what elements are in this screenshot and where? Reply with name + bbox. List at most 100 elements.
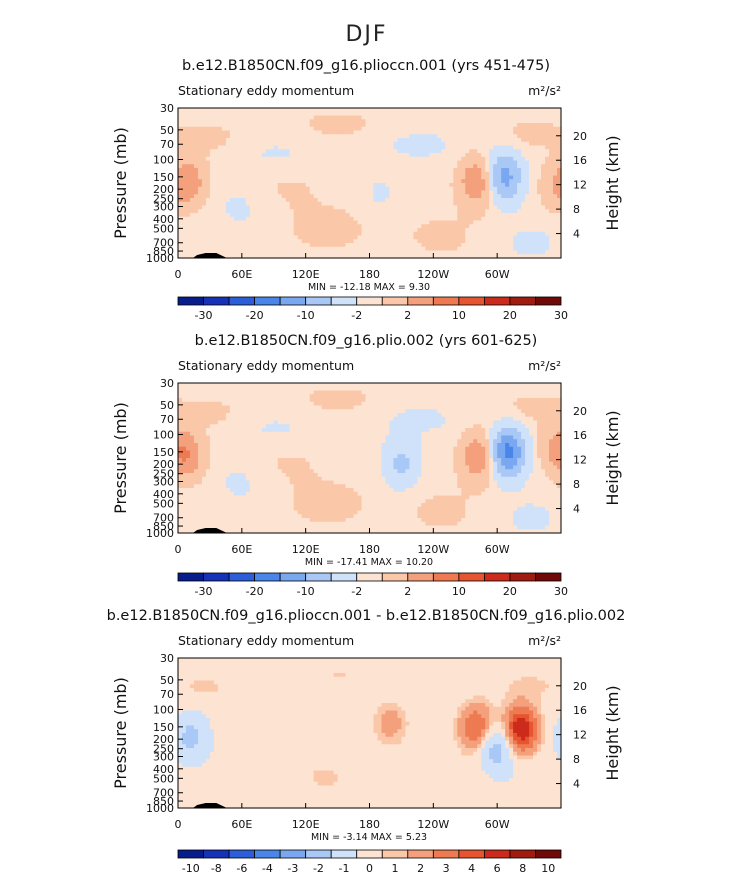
field-cell [193,111,199,117]
field-cell [225,228,231,233]
field-cell [273,141,279,147]
field-cell [357,119,363,124]
field-cell [517,228,522,233]
field-cell [461,405,466,410]
field-cell [193,201,199,207]
field-cell [453,224,458,229]
field-cell [317,179,323,184]
field-cell [473,123,478,128]
field-cell [205,413,211,418]
field-cell [549,420,554,425]
field-cell [497,246,502,252]
field-cell [501,416,506,422]
field-cell [305,153,311,158]
field-cell [401,108,407,113]
field-cell [217,111,223,117]
field-cell [217,224,223,229]
field-cell [333,149,339,154]
field-cell [233,239,239,244]
field-cell [381,160,387,165]
field-cell [433,235,438,240]
field-cell [369,186,375,192]
field-cell [265,134,271,139]
field-cell [433,164,438,169]
field-cell [201,239,207,244]
field-cell [305,216,311,222]
field-cell [253,164,259,169]
field-cell [401,164,407,169]
field-cell [329,205,335,210]
field-cell [485,186,490,192]
field-cell [409,246,414,252]
field-cell [549,164,554,169]
field-cell [517,156,522,162]
field-cell [301,398,307,403]
field-cell [545,401,550,407]
field-cell [285,401,291,407]
field-cell [525,231,530,237]
field-cell [205,194,211,199]
field-cell [313,231,319,237]
field-cell [217,394,223,399]
field-cell [353,160,359,165]
field-cell [213,156,219,162]
field-cell [245,183,251,188]
field-cell [349,409,355,414]
field-cell [353,190,359,195]
field-cell [373,235,379,240]
field-cell [545,171,550,177]
field-cell [341,224,347,229]
field-cell [233,198,239,203]
field-cell [525,246,530,252]
field-cell [317,111,323,117]
field-cell [329,398,335,403]
field-cell [497,153,502,158]
field-cell [393,386,399,392]
field-cell [557,250,562,255]
field-cell [533,383,538,388]
field-cell [413,228,418,233]
field-cell [409,168,414,173]
field-cell [445,250,450,255]
field-cell [341,213,347,218]
field-cell [433,186,438,192]
field-cell [489,115,494,120]
field-cell [209,420,215,425]
field-cell [421,115,426,120]
field-cell [469,123,474,128]
field-cell [245,413,251,418]
field-cell [257,409,263,414]
field-cell [221,198,227,203]
field-cell [429,390,434,395]
field-cell [397,115,403,120]
field-cell [477,164,482,169]
field-cell [337,164,343,169]
field-cell [385,224,391,229]
field-cell [457,250,462,255]
field-cell [261,405,267,410]
field-cell [541,228,546,233]
field-cell [253,216,259,222]
field-cell [457,126,462,132]
field-cell [209,390,215,395]
field-cell [181,138,187,143]
field-cell [453,231,458,237]
field-cell [549,205,554,210]
field-cell [469,409,474,414]
field-cell [413,149,418,154]
field-cell [377,198,383,203]
field-cell [461,175,466,180]
field-cell [205,239,211,244]
field-cell [237,160,243,165]
field-cell [361,134,367,139]
field-cell [229,111,235,117]
field-cell [397,386,403,392]
field-cell [485,250,490,255]
field-cell [321,179,327,184]
field-cell [441,175,446,180]
field-cell [373,126,379,132]
field-cell [429,224,434,229]
field-cell [509,401,514,407]
field-cell [345,153,351,158]
field-cell [529,401,534,407]
